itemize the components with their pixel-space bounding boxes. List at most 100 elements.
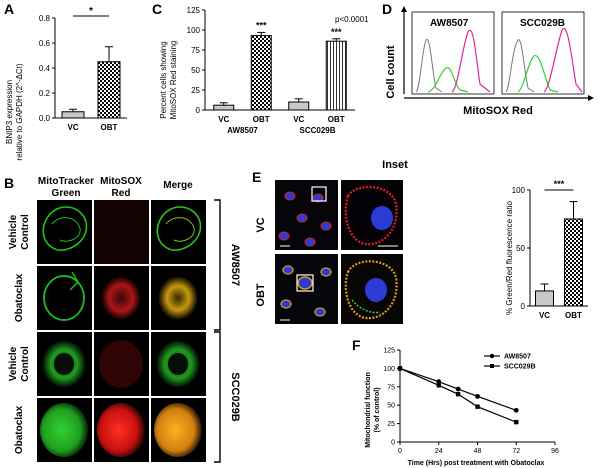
- chartF-xtick-label-0: 0: [398, 448, 402, 455]
- chartF-xtick-label-4: 96: [551, 448, 559, 455]
- chartF-point-0-1: [436, 379, 442, 385]
- chartF-point-1-2: [455, 391, 461, 397]
- b-img-r1-green: [37, 200, 92, 264]
- b-cell-r2-merge: [158, 276, 198, 320]
- b-cell-r3-green-nuc: [54, 353, 74, 375]
- e-vc-cell-4: [320, 221, 332, 231]
- chartF-legend-marker-1: [490, 364, 494, 368]
- e-vc-cell-1: [284, 191, 296, 201]
- b-cell-r1-green: [42, 206, 88, 251]
- flow-scc-green-curve: [517, 55, 559, 93]
- chartE-sig-star: ***: [554, 179, 565, 189]
- chartF-point-1-4: [514, 419, 519, 425]
- flow-aw-green-curve: [427, 67, 469, 93]
- chartF-ytick-label-1: 25: [387, 421, 395, 428]
- b-cell-r3-merge-nuc: [168, 353, 188, 375]
- e-obt-cell-4: [280, 299, 292, 309]
- chartA-sig-star: *: [89, 6, 93, 17]
- chartF-point-0-4: [513, 407, 519, 413]
- panel-label-f: F: [352, 337, 361, 353]
- chartF-legend-label-1: SCC029B: [504, 364, 536, 371]
- b-cell-r2-green-proc: [69, 271, 79, 291]
- chart-c-ylabel-1: Percent cells showing: [159, 41, 168, 118]
- chartC-ytick-label-0: 0: [196, 106, 201, 115]
- chartF-legend-marker-0: [489, 353, 495, 359]
- chartA-ytick-label-3: 0.6: [39, 39, 51, 48]
- chart-c-ylabel-2: MitoSOX Red staining: [169, 41, 178, 120]
- chartF-ytick-label-5: 125: [383, 348, 395, 355]
- chart-f-ylabel-2: (% of control): [374, 387, 381, 432]
- chartC-bar-1: [250, 35, 272, 111]
- chart-a-ylabel-2: relative to GAPDH (2^-ΔCt): [15, 63, 24, 160]
- chartC-ytick-label-2: 50: [191, 66, 200, 75]
- flow-plot-scc029b: [501, 11, 585, 95]
- e-inset-obt-nucleus: [365, 278, 387, 302]
- chart-f: 0 25 50 75 100 125 0 24 48 72 96 AW8507 SCC029B: [383, 348, 559, 456]
- b-col-header-2a: MitoSOX: [100, 176, 142, 187]
- e-row-obt: OBT: [255, 283, 267, 307]
- chart-d-xlabel: MitoSOX Red: [463, 105, 533, 117]
- chartF-ytick-label-4: 100: [383, 366, 395, 373]
- panel-label-b: B: [4, 175, 14, 191]
- chartA-ytick-label-1: 0.2: [39, 89, 51, 98]
- chart-e: 0 50 100 VC OBT ***: [512, 179, 588, 320]
- chart-d: [411, 11, 585, 95]
- chartF-ytick-label-3: 75: [387, 384, 395, 391]
- b-row1-label-2: Control: [20, 214, 31, 250]
- microscopy-e: [275, 180, 403, 324]
- panel-label-e: E: [252, 169, 261, 185]
- flow-aw-vc-curve: [415, 39, 443, 93]
- chartE-bar-0: [535, 290, 554, 307]
- panel-label-d: D: [382, 1, 392, 17]
- b-cell-r1-merge-inner: [165, 217, 195, 242]
- chartC-ytick-label-4: 100: [187, 26, 201, 35]
- flow-scc-pink-curve: [543, 27, 583, 93]
- chartF-ytick-label-0: 0: [391, 440, 395, 447]
- e-vc-cell-5: [278, 231, 290, 241]
- chart-a: 0.0 0.2 0.4 0.6 0.8 VC OBT *: [39, 6, 127, 132]
- chartC-sig-3: ***: [331, 27, 342, 37]
- chartC-xlabel-0: VC: [218, 115, 229, 124]
- chart-c-pvalue: p<0.0001: [335, 15, 369, 24]
- chartC-bar-0: [213, 104, 235, 111]
- chartF-point-1-0: [397, 366, 403, 371]
- chartC-bar-3: [325, 40, 347, 111]
- b-img-r1-red: [94, 200, 149, 264]
- chartC-ytick-label-5: 125: [187, 6, 201, 15]
- flow-y-arrowhead: [401, 6, 407, 12]
- b-cell-r1-merge: [156, 206, 202, 251]
- b-col-header-1a: MitoTracker: [38, 176, 94, 187]
- e-obt-cell-2: [297, 276, 313, 290]
- e-obt-inset-box: [296, 274, 314, 292]
- e-vc-inset-box: [311, 186, 327, 202]
- b-cell-r4-merge: [154, 403, 202, 457]
- b-row3-label-2: Control: [20, 346, 31, 382]
- chartF-xtick-label-3: 72: [512, 448, 520, 455]
- microscopy-grid-b: [37, 200, 206, 462]
- e-row-vc: VC: [255, 217, 267, 232]
- chartF-point-1-3: [475, 404, 480, 409]
- panel-label-a: A: [4, 1, 14, 17]
- chartE-xlabel-1: OBT: [565, 311, 582, 320]
- b-col-header-2b: Red: [112, 188, 131, 199]
- chartA-xlabel-1: OBT: [101, 123, 118, 132]
- chartC-sig-1: ***: [256, 20, 267, 30]
- chartF-point-0-3: [475, 393, 480, 399]
- chart-e-ylabel: % Green/Red fluorescence ratio: [505, 201, 514, 315]
- e-inset-vc-nucleus: [371, 206, 393, 230]
- e-obt-cell-3: [320, 267, 332, 277]
- chartE-ytick-label-1: 50: [516, 244, 525, 253]
- e-obt-cell-1: [282, 265, 294, 275]
- b-img-r1-merge: [151, 200, 206, 264]
- chartA-ytick-label-4: 0.8: [39, 14, 51, 23]
- chartE-ytick-label-0: 0: [521, 302, 526, 311]
- chartA-xlabel-0: VC: [67, 123, 78, 132]
- b-row4-label: Obatoclax: [14, 405, 25, 454]
- b-cell-r2-green: [43, 275, 85, 321]
- chart-f-ylabel-1: Mitochondrial function: [365, 372, 372, 447]
- flow-plot-aw8507: [411, 11, 495, 95]
- flow-aw-pink-curve: [451, 29, 491, 93]
- chartC-ytick-label-3: 75: [191, 46, 200, 55]
- e-inset-vc-mito: [344, 185, 398, 246]
